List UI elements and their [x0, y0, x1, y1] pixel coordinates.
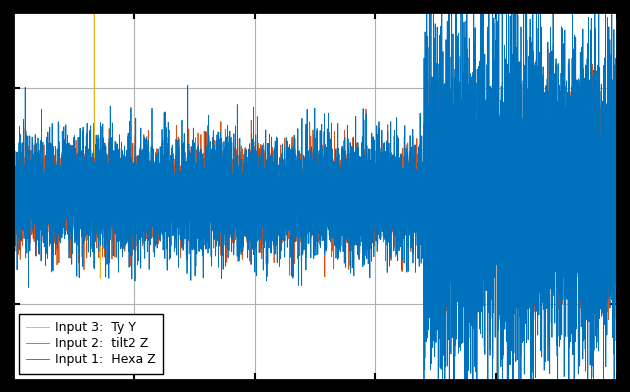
Input 3:  Ty Y: (9.47e+03, 0.0424): Ty Y: (9.47e+03, 0.0424): [581, 185, 589, 189]
Input 2:  tilt2 Z: (1.96e+03, 0.000392): tilt2 Z: (1.96e+03, 0.000392): [127, 194, 135, 198]
Input 3:  Ty Y: (4.89e+03, -0.0428): Ty Y: (4.89e+03, -0.0428): [304, 203, 312, 208]
Input 1:  Hexa Z: (0, 0.0646): Hexa Z: (0, 0.0646): [9, 180, 16, 184]
Input 2:  tilt2 Z: (45, -0.00646): tilt2 Z: (45, -0.00646): [11, 195, 19, 200]
Input 3:  Ty Y: (598, -0.0136): Ty Y: (598, -0.0136): [45, 197, 52, 201]
Input 3:  Ty Y: (1.45e+03, -0.38): Ty Y: (1.45e+03, -0.38): [96, 276, 104, 281]
Input 2:  tilt2 Z: (0, -0.0563): tilt2 Z: (0, -0.0563): [9, 206, 16, 211]
Input 1:  Hexa Z: (414, 0.0432): Hexa Z: (414, 0.0432): [34, 184, 42, 189]
Input 1:  Hexa Z: (1e+04, 0.245): Hexa Z: (1e+04, 0.245): [614, 141, 621, 145]
Input 3:  Ty Y: (1e+04, -0.0137): Ty Y: (1e+04, -0.0137): [614, 197, 621, 201]
Input 2:  tilt2 Z: (8.85e+03, 0.68): tilt2 Z: (8.85e+03, 0.68): [544, 46, 552, 51]
Input 2:  tilt2 Z: (8.4e+03, -0.736): tilt2 Z: (8.4e+03, -0.736): [517, 353, 525, 358]
Input 2:  tilt2 Z: (9.47e+03, 0.0938): tilt2 Z: (9.47e+03, 0.0938): [581, 173, 589, 178]
Input 3:  Ty Y: (45, 0.0569): Ty Y: (45, 0.0569): [11, 181, 19, 186]
Legend: Input 3:  Ty Y, Input 2:  tilt2 Z, Input 1:  Hexa Z: Input 3: Ty Y, Input 2: tilt2 Z, Input 1…: [19, 314, 163, 374]
Input 1:  Hexa Z: (45, -0.0936): Hexa Z: (45, -0.0936): [11, 214, 19, 219]
Input 1:  Hexa Z: (598, -0.0578): Hexa Z: (598, -0.0578): [45, 206, 52, 211]
Line: Input 3:  Ty Y: Input 3: Ty Y: [13, 0, 617, 278]
Input 3:  Ty Y: (0, 0.0209): Ty Y: (0, 0.0209): [9, 189, 16, 194]
Input 3:  Ty Y: (414, -0.0545): Ty Y: (414, -0.0545): [34, 205, 42, 210]
Input 2:  tilt2 Z: (414, 0.00901): tilt2 Z: (414, 0.00901): [34, 192, 42, 196]
Input 1:  Hexa Z: (9.47e+03, 0.157): Hexa Z: (9.47e+03, 0.157): [581, 160, 589, 164]
Input 2:  tilt2 Z: (1e+04, -0.254): tilt2 Z: (1e+04, -0.254): [614, 249, 621, 253]
Input 2:  tilt2 Z: (4.89e+03, 0.139): tilt2 Z: (4.89e+03, 0.139): [304, 163, 312, 168]
Input 3:  Ty Y: (1.96e+03, -7.35e-05): Ty Y: (1.96e+03, -7.35e-05): [127, 194, 135, 198]
Line: Input 2:  tilt2 Z: Input 2: tilt2 Z: [13, 49, 617, 356]
Input 2:  tilt2 Z: (598, 0.0178): tilt2 Z: (598, 0.0178): [45, 190, 52, 194]
Input 1:  Hexa Z: (1.96e+03, -0.00714): Hexa Z: (1.96e+03, -0.00714): [127, 195, 135, 200]
Input 1:  Hexa Z: (4.89e+03, 0.0296): Hexa Z: (4.89e+03, 0.0296): [304, 187, 312, 192]
Line: Input 1:  Hexa Z: Input 1: Hexa Z: [13, 0, 617, 392]
